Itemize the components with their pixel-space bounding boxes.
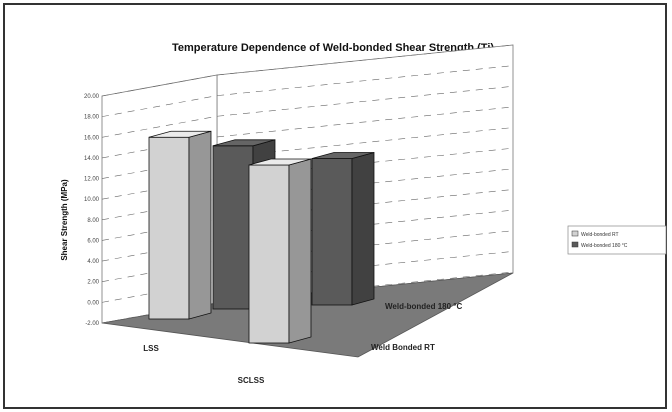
- bar-front-face: [212, 145, 254, 310]
- y-tick-label: 0.00: [87, 300, 99, 306]
- bar-top-face: [212, 139, 276, 147]
- y-tick-label: 4.00: [87, 259, 99, 265]
- y-tick-label: 2.00: [87, 280, 99, 286]
- chart-svg: Temperature Dependence of Weld-bonded Sh…: [60, 42, 667, 385]
- legend-swatch-180: [571, 241, 579, 248]
- bar-sclss-rt: [248, 158, 312, 344]
- gridline: [101, 271, 514, 324]
- gridline: [101, 251, 514, 303]
- bar-front-face: [148, 136, 190, 320]
- bar-lss-rt: [148, 130, 212, 320]
- series-axis-label-180: Weld-bonded 180 °C: [385, 302, 463, 311]
- y-tick-label: 20.00: [84, 94, 100, 100]
- gridline: [101, 44, 514, 97]
- y-tick-labels: 20.00 18.00 16.00 14.00 12.00 10.00 8.00 6.00 4.…: [84, 94, 100, 327]
- gridline: [101, 230, 514, 283]
- chart-title: Temperature Dependence of Weld-bonded Sh…: [172, 42, 494, 54]
- gridline: [101, 85, 514, 138]
- bar-front-face: [248, 164, 290, 344]
- bar-front-face: [311, 158, 353, 306]
- legend-box: [567, 225, 667, 255]
- y-tick-label: 10.00: [84, 197, 100, 203]
- y-tick-label: 18.00: [84, 115, 100, 121]
- gridlines: [101, 44, 514, 324]
- bar-side-face: [288, 158, 312, 344]
- y-axis-label: Shear Strength (MPa): [60, 179, 69, 261]
- chart-frame: Temperature Dependence of Weld-bonded Sh…: [3, 3, 667, 409]
- legend: Weld-bonded RT Weld-bonded 180 °C: [567, 225, 667, 255]
- legend-label-rt: Weld-bonded RT: [581, 232, 619, 238]
- series-axis-label-rt: Weld Bonded RT: [371, 343, 435, 352]
- legend-swatch-rt: [571, 230, 579, 237]
- bar-side-face: [351, 151, 375, 306]
- legend-label-180: Weld-bonded 180 °C: [581, 243, 628, 249]
- y-tick-label: 6.00: [87, 238, 99, 244]
- category-label-sclss: SCLSS: [238, 376, 265, 385]
- gridline: [101, 209, 514, 262]
- gridline: [101, 127, 514, 179]
- gridline: [101, 189, 514, 241]
- bars: [148, 130, 375, 344]
- gridline: [101, 147, 514, 200]
- gridline: [101, 106, 514, 159]
- bar-top-face: [148, 130, 212, 138]
- y-tick-label: 14.00: [84, 156, 100, 162]
- gridline: [101, 168, 514, 221]
- y-tick-label: 16.00: [84, 135, 100, 141]
- gridline: [101, 65, 514, 117]
- bar-top-face: [248, 158, 312, 166]
- category-label-lss: LSS: [143, 344, 159, 353]
- y-tick-label: -2.00: [85, 321, 99, 327]
- bar-sclss-180: [311, 151, 375, 306]
- bar-side-face: [188, 130, 212, 320]
- y-tick-label: 12.00: [84, 177, 100, 183]
- bar-top-face: [311, 152, 375, 159]
- y-tick-label: 8.00: [87, 218, 99, 224]
